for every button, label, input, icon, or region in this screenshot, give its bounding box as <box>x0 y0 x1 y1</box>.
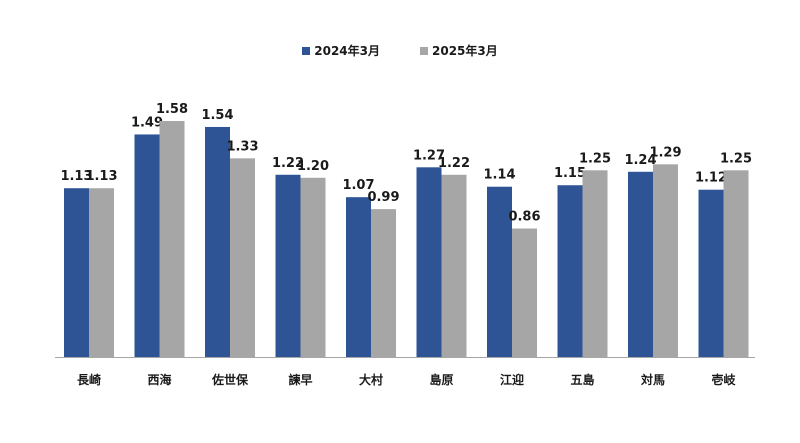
legend-swatch-2024 <box>302 46 311 55</box>
data-label-2025-3: 1.20 <box>297 159 329 174</box>
data-label-2024-5: 1.27 <box>413 148 445 163</box>
data-label-2025-7: 1.25 <box>579 151 611 166</box>
legend-label-2024: 2024年3月 <box>314 44 380 58</box>
data-label-2025-4: 0.99 <box>367 190 399 205</box>
data-label-2025-8: 1.29 <box>649 145 681 160</box>
bar-2024-9 <box>698 189 724 357</box>
chart-legend: 2024年3月 2025年3月 <box>0 42 800 59</box>
data-label-2024-4: 1.07 <box>342 178 374 193</box>
bar-2024-0 <box>64 188 89 357</box>
data-label-2024-0: 1.13 <box>60 169 92 184</box>
bar-2025-3 <box>300 177 326 357</box>
bar-2025-4 <box>371 209 396 357</box>
legend-item-2024: 2024年3月 <box>302 42 380 59</box>
bar-2025-6 <box>512 228 537 357</box>
category-label-3: 諫早 <box>288 372 312 387</box>
bar-2025-7 <box>582 170 608 357</box>
bar-2025-5 <box>441 174 467 357</box>
data-label-2024-8: 1.24 <box>624 153 656 168</box>
bar-2024-2 <box>205 126 230 357</box>
data-label-2024-6: 1.14 <box>483 168 515 183</box>
category-label-6: 江迎 <box>500 372 524 387</box>
bar-2024-6 <box>487 186 512 357</box>
data-label-2025-5: 1.22 <box>438 156 470 171</box>
data-label-2025-6: 0.86 <box>508 210 540 225</box>
bar-2024-5 <box>416 167 442 357</box>
data-label-2025-0: 1.13 <box>85 169 117 184</box>
data-label-2025-1: 1.58 <box>156 102 188 117</box>
legend-swatch-2025 <box>420 46 428 55</box>
bar-2024-4 <box>346 197 371 357</box>
bar-2024-7 <box>557 185 583 357</box>
data-label-2024-2: 1.54 <box>201 108 233 123</box>
category-label-0: 長崎 <box>77 372 101 387</box>
legend-item-2025: 2025年3月 <box>420 42 498 59</box>
bar-2024-3 <box>275 174 301 357</box>
bar-2025-1 <box>159 121 185 357</box>
bar-2025-2 <box>230 158 255 357</box>
data-label-2025-9: 1.25 <box>720 151 752 166</box>
data-label-2025-2: 1.33 <box>226 139 258 154</box>
category-label-8: 対馬 <box>640 372 665 387</box>
bar-2025-8 <box>653 164 678 357</box>
data-label-2024-3: 1.22 <box>272 156 304 171</box>
bar-2024-8 <box>628 171 653 357</box>
category-label-7: 五島 <box>570 372 594 387</box>
legend-label-2025: 2025年3月 <box>432 44 498 58</box>
category-label-4: 大村 <box>359 372 383 387</box>
category-label-2: 佐世保 <box>211 372 249 387</box>
data-label-2024-7: 1.15 <box>554 166 586 181</box>
bar-2024-1 <box>134 134 160 357</box>
bar-2025-0 <box>89 188 114 357</box>
category-label-9: 壱岐 <box>711 372 736 387</box>
category-label-5: 島原 <box>429 372 453 387</box>
data-label-2024-9: 1.12 <box>695 171 727 186</box>
data-label-2024-1: 1.49 <box>131 115 163 130</box>
bar-2025-9 <box>723 170 749 357</box>
category-label-1: 西海 <box>147 372 171 387</box>
